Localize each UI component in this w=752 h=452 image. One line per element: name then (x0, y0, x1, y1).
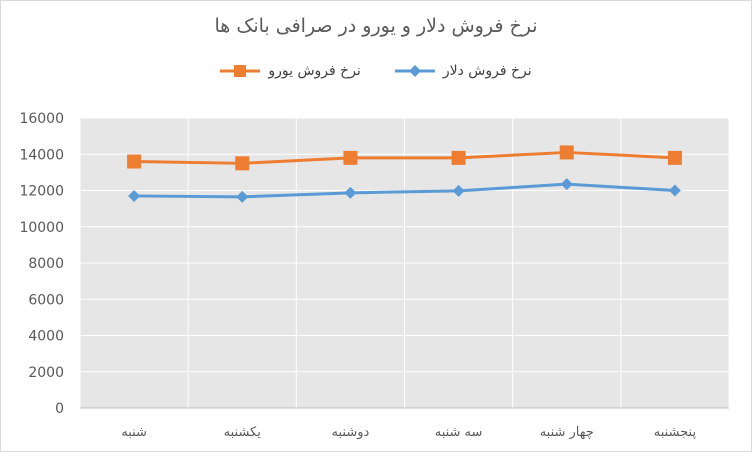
series-line-0 (134, 182, 676, 199)
legend-item-dollar: نرخ فروش دلار (394, 63, 532, 79)
y-tick-label: 10000 (19, 220, 64, 236)
chart-title: نرخ فروش دلار و یورو در صرافی بانک ها (214, 15, 538, 37)
data-point-dollar (560, 178, 573, 191)
y-tick-label: 12000 (19, 184, 64, 200)
x-tick-label: چهار شنبه (540, 425, 594, 440)
data-point-dollar (668, 184, 681, 197)
x-tick-label: پنجشنبه (654, 425, 697, 440)
data-point-dollar (344, 186, 357, 199)
legend-item-euro: نرخ فروش یورو (220, 63, 361, 79)
legend-swatch-euro (220, 65, 261, 77)
y-tick-label: 8000 (28, 256, 64, 272)
legend-swatch-dollar (394, 65, 435, 77)
legend-label-euro: نرخ فروش یورو (268, 63, 361, 79)
data-point-dollar (236, 190, 249, 203)
data-point-euro (559, 145, 574, 160)
x-tick-label: دوشنبه (332, 425, 370, 440)
y-tick-label: 14000 (19, 147, 64, 163)
legend: نرخ فروش یورو نرخ فروش دلار (1, 63, 751, 79)
y-tick-label: 4000 (28, 329, 64, 345)
series-line-1 (134, 150, 675, 165)
data-point-euro (235, 156, 250, 171)
data-point-euro (343, 150, 358, 165)
x-tick-label: یکشنبه (224, 425, 262, 440)
x-tick-label: شنبه (121, 425, 147, 440)
data-point-euro (667, 150, 682, 165)
y-tick-label: 2000 (28, 365, 64, 381)
data-point-dollar (452, 184, 465, 197)
y-tick-label: 0 (55, 401, 64, 417)
x-tick-label: سه شنبه (435, 425, 483, 440)
y-tick-label: 16000 (19, 111, 64, 127)
data-point-euro (451, 150, 466, 165)
y-tick-label: 6000 (28, 292, 64, 308)
legend-label-dollar: نرخ فروش دلار (442, 63, 532, 79)
data-point-dollar (128, 189, 141, 202)
data-point-euro (127, 154, 142, 169)
